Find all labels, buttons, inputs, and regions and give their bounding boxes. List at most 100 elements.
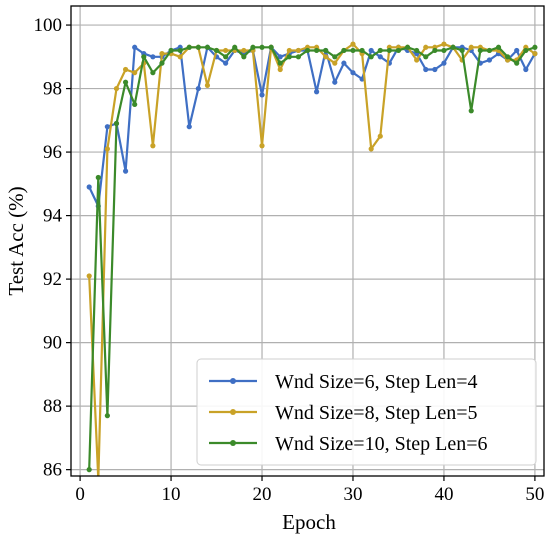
data-point (277, 54, 283, 60)
plot-area (86, 41, 538, 482)
data-point (341, 47, 347, 54)
x-tick-label: 40 (434, 484, 453, 505)
data-point (132, 44, 138, 50)
data-point (150, 54, 156, 60)
data-point (96, 477, 101, 482)
data-point (341, 60, 347, 66)
data-point (113, 120, 120, 127)
data-point (286, 47, 292, 54)
data-point (168, 47, 174, 54)
legend-label: Wnd Size=10, Step Len=6 (275, 433, 488, 455)
legend-item: Wnd Size=8, Step Len=5 (209, 402, 478, 424)
data-point (304, 47, 311, 54)
data-point (423, 66, 429, 73)
data-point (477, 47, 483, 54)
data-point (323, 47, 329, 54)
legend: Wnd Size=6, Step Len=4 Wnd Size=8, Step L… (196, 358, 537, 466)
data-point (486, 47, 493, 54)
data-point (368, 54, 374, 60)
data-point (159, 60, 165, 66)
data-point (277, 66, 283, 73)
y-tick-label: 98 (43, 79, 62, 100)
data-point (350, 70, 356, 76)
data-point (132, 101, 138, 108)
data-point (132, 70, 138, 76)
data-point (223, 47, 229, 54)
legend-item: Wnd Size=6, Step Len=4 (209, 371, 478, 393)
data-point (441, 41, 447, 47)
y-tick-label: 92 (43, 269, 62, 290)
y-tick-label: 90 (43, 333, 62, 354)
data-point (432, 47, 438, 54)
data-point (450, 44, 456, 50)
data-point (332, 54, 338, 60)
data-point (259, 143, 265, 149)
data-point (232, 44, 238, 50)
grid (71, 6, 544, 476)
series-3 (86, 44, 538, 473)
data-point (514, 60, 520, 66)
data-point (377, 47, 383, 54)
data-point (323, 54, 329, 60)
y-tick-label: 88 (43, 396, 62, 417)
data-point (195, 44, 201, 50)
x-tick-label: 20 (253, 484, 272, 505)
data-point (523, 47, 529, 54)
data-point (523, 66, 529, 73)
legend-box (196, 358, 537, 466)
data-point (186, 124, 192, 130)
x-tick-label: 10 (162, 484, 181, 505)
data-point (204, 44, 211, 50)
y-tick-label: 86 (43, 460, 62, 481)
y-tick-label: 100 (34, 15, 63, 36)
data-point (86, 273, 92, 279)
legend-label: Wnd Size=8, Step Len=5 (275, 402, 478, 424)
data-point (386, 47, 392, 54)
data-point (241, 47, 247, 54)
x-tick-label: 50 (525, 484, 544, 505)
data-point (295, 54, 302, 60)
data-point (377, 54, 383, 60)
data-point (122, 168, 129, 174)
data-point (423, 54, 429, 60)
x-tick-label: 30 (343, 484, 362, 505)
data-point (495, 44, 502, 50)
data-point (414, 57, 420, 63)
data-point (441, 60, 447, 66)
data-point (159, 51, 165, 57)
data-point (332, 79, 338, 85)
data-point (122, 79, 129, 85)
data-point (313, 89, 320, 95)
legend-swatch-marker (230, 440, 236, 446)
data-point (286, 54, 292, 60)
data-point (505, 54, 511, 60)
data-point (204, 82, 211, 88)
data-point (532, 51, 538, 57)
data-point (532, 44, 538, 50)
data-point (86, 467, 92, 473)
data-point (141, 54, 147, 60)
legend-item: Wnd Size=10, Step Len=6 (209, 433, 488, 455)
data-point (241, 54, 247, 60)
data-point (368, 47, 374, 54)
data-point (332, 60, 338, 66)
data-point (313, 47, 320, 54)
plot-frame (70, 5, 545, 477)
y-axis-ticks: 86 88 90 92 94 96 98 100 (34, 15, 71, 481)
data-point (441, 47, 447, 54)
y-tick-label: 96 (43, 142, 62, 163)
x-axis-label: Epoch (282, 510, 336, 534)
data-point (295, 47, 302, 54)
data-point (268, 44, 274, 50)
data-point (86, 184, 92, 190)
data-point (350, 47, 356, 54)
data-point (223, 54, 229, 60)
data-point (514, 47, 520, 54)
data-point (177, 47, 183, 54)
data-point (95, 174, 101, 181)
data-point (250, 44, 256, 50)
x-axis-ticks: 0 10 20 30 40 50 (75, 476, 544, 505)
y-tick-label: 94 (43, 206, 63, 227)
data-point (359, 47, 365, 54)
data-point (432, 66, 438, 73)
